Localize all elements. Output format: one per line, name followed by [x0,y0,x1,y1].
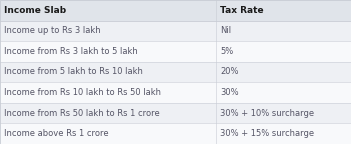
Text: Nil: Nil [220,26,231,35]
Text: 30%: 30% [220,88,239,97]
Bar [0,103,351,123]
Text: Income from Rs 10 lakh to Rs 50 lakh: Income from Rs 10 lakh to Rs 50 lakh [4,88,161,97]
Text: 30% + 10% surcharge: 30% + 10% surcharge [220,109,314,118]
Text: 20%: 20% [220,68,239,76]
Bar [0,41,351,62]
Bar [0,82,351,103]
Text: Income above Rs 1 crore: Income above Rs 1 crore [4,129,109,138]
Bar [0,21,351,41]
Text: Income from Rs 3 lakh to 5 lakh: Income from Rs 3 lakh to 5 lakh [4,47,138,56]
Text: 5%: 5% [220,47,233,56]
Text: Tax Rate: Tax Rate [220,6,264,15]
Text: 30% + 15% surcharge: 30% + 15% surcharge [220,129,314,138]
Text: Income from Rs 50 lakh to Rs 1 crore: Income from Rs 50 lakh to Rs 1 crore [4,109,160,118]
Bar [0,62,351,82]
Bar [0,0,351,21]
Text: Income from 5 lakh to Rs 10 lakh: Income from 5 lakh to Rs 10 lakh [4,68,143,76]
Text: Income up to Rs 3 lakh: Income up to Rs 3 lakh [4,26,101,35]
Bar [0,123,351,144]
Text: Income Slab: Income Slab [4,6,66,15]
